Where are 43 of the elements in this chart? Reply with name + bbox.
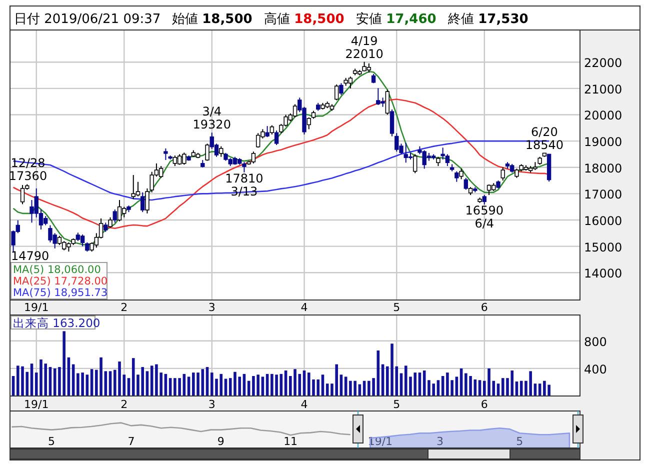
x-tick: 3: [208, 398, 216, 411]
y-tick: 21000: [584, 82, 622, 96]
header-item: 終値 17,530: [448, 12, 528, 27]
x-tick: 3: [436, 435, 444, 448]
legend-item: MA(5) 18,060.00: [13, 264, 101, 276]
x-tick: 5: [393, 398, 400, 411]
annotation: 3/4 19320: [192, 104, 231, 132]
legend-item: MA(25) 17,728.00: [13, 276, 108, 288]
header-item: 安値 17,460: [356, 12, 436, 27]
y-tick: 20000: [584, 108, 622, 123]
y-tick: 18000: [584, 161, 622, 176]
x-tick: 11: [284, 435, 298, 448]
y-tick: 400: [584, 362, 607, 376]
x-tick: 2: [120, 398, 128, 411]
x-tick: 4: [300, 301, 308, 314]
y-tick: 16000: [584, 214, 622, 228]
annotation: 6/20 18540: [525, 125, 564, 152]
y-tick: 800: [584, 334, 607, 349]
x-tick: 2: [120, 301, 128, 314]
annotation: 4/19 22010: [345, 34, 384, 61]
x-tick: 4: [300, 398, 308, 411]
x-tick: 9: [217, 435, 224, 448]
x-tick: 6: [480, 301, 488, 314]
y-tick: 14000: [584, 266, 622, 281]
x-tick: 3: [208, 301, 216, 314]
legend-item: MA(75) 18,951.73: [13, 287, 108, 299]
x-tick: 5: [48, 435, 56, 448]
title: 日付 2019/06/21 09:37: [14, 12, 161, 27]
x-tick: 19/1: [24, 301, 49, 314]
x-tick: 5: [516, 435, 524, 448]
x-tick: 6: [480, 398, 488, 411]
y-tick: 17000: [584, 188, 622, 202]
x-tick: 19/1: [24, 398, 49, 411]
annotation: 14790: [11, 249, 50, 263]
annotation: 16590 6/4: [465, 203, 504, 230]
y-tick: 19000: [584, 135, 622, 150]
header-item: 高値 18,500: [264, 12, 344, 27]
x-tick: 7: [128, 435, 135, 448]
y-tick: 22000: [584, 56, 622, 70]
y-tick: 15000: [584, 240, 622, 254]
title: 出来高 163.200: [13, 316, 100, 330]
x-tick: 5: [393, 301, 400, 314]
header-item: 始値 18,500: [172, 12, 252, 27]
